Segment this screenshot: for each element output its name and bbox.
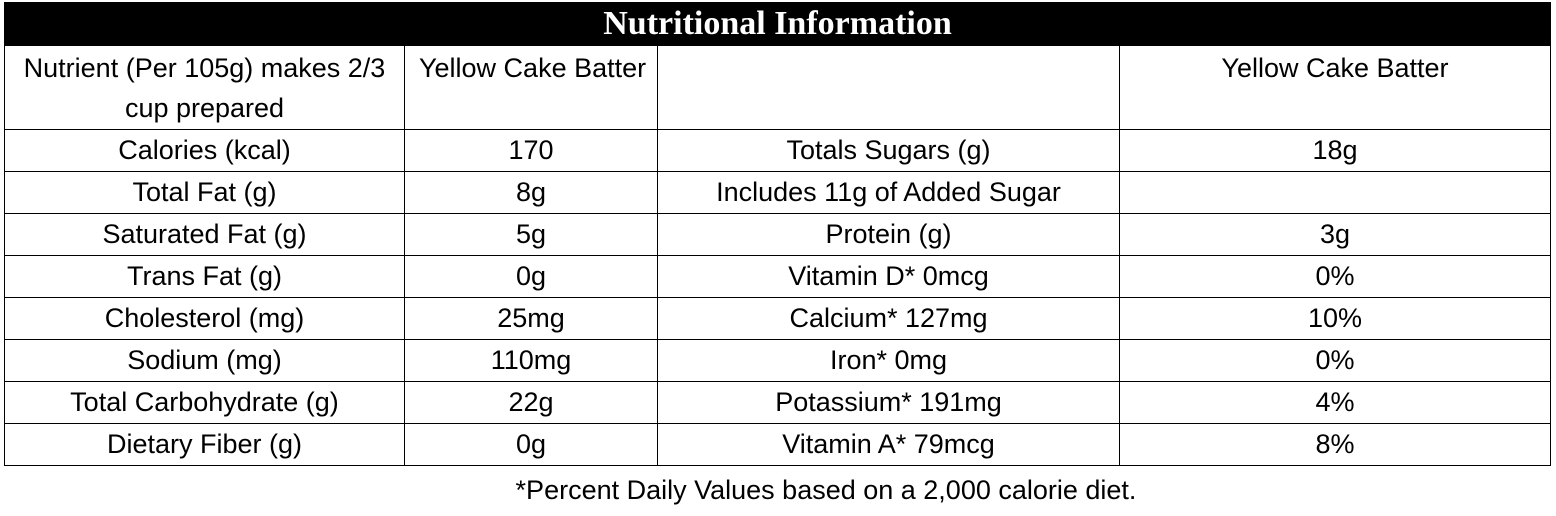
right-nutrient-cell: Iron* 0mg <box>657 339 1120 382</box>
header-product-left: Yellow Cake Batter <box>404 45 658 130</box>
table-row: Total Carbohydrate (g) 22g Potassium* 191m… <box>4 381 1551 424</box>
nutrition-table: Nutritional Information Nutrient (Per 10… <box>4 2 1551 466</box>
right-nutrient-cell: Vitamin D* 0mcg <box>657 255 1120 298</box>
table-title: Nutritional Information <box>4 2 1551 46</box>
right-value-cell: 3g <box>1119 213 1551 256</box>
right-nutrient-cell: Totals Sugars (g) <box>657 129 1120 172</box>
left-value-cell: 110mg <box>404 339 658 382</box>
table-row: Total Fat (g) 8g Includes 11g of Added Sug… <box>4 171 1551 214</box>
daily-values-footnote: *Percent Daily Values based on a 2,000 c… <box>515 475 1137 505</box>
right-value-cell: 0% <box>1119 255 1551 298</box>
table-row: Trans Fat (g) 0g Vitamin D* 0mcg 0% <box>4 255 1551 298</box>
left-value-cell: 0g <box>404 255 658 298</box>
table-row: Dietary Fiber (g) 0g Vitamin A* 79mcg 8% <box>4 423 1551 466</box>
right-value-cell <box>1119 171 1551 214</box>
left-value-cell: 22g <box>404 381 658 424</box>
left-value-cell: 8g <box>404 171 658 214</box>
header-blank-cell <box>657 45 1120 130</box>
right-nutrient-cell: Vitamin A* 79mcg <box>657 423 1120 466</box>
left-nutrient-cell: Dietary Fiber (g) <box>4 423 405 466</box>
table-row: Sodium (mg) 110mg Iron* 0mg 0% <box>4 339 1551 382</box>
left-nutrient-cell: Sodium (mg) <box>4 339 405 382</box>
left-nutrient-cell: Saturated Fat (g) <box>4 213 405 256</box>
right-nutrient-cell: Includes 11g of Added Sugar <box>657 171 1120 214</box>
table-row: Saturated Fat (g) 5g Protein (g) 3g <box>4 213 1551 256</box>
left-nutrient-cell: Cholesterol (mg) <box>4 297 405 340</box>
left-nutrient-cell: Trans Fat (g) <box>4 255 405 298</box>
header-nutrient-label: Nutrient (Per 105g) makes 2/3 cup prepar… <box>4 45 405 130</box>
right-nutrient-cell: Protein (g) <box>657 213 1120 256</box>
table-row: Calories (kcal) 170 Totals Sugars (g) 18g <box>4 129 1551 172</box>
right-value-cell: 0% <box>1119 339 1551 382</box>
right-nutrient-cell: Potassium* 191mg <box>657 381 1120 424</box>
right-value-cell: 4% <box>1119 381 1551 424</box>
left-value-cell: 170 <box>404 129 658 172</box>
left-value-cell: 25mg <box>404 297 658 340</box>
left-value-cell: 0g <box>404 423 658 466</box>
right-value-cell: 8% <box>1119 423 1551 466</box>
left-nutrient-cell: Total Carbohydrate (g) <box>4 381 405 424</box>
header-product-right: Yellow Cake Batter <box>1119 45 1551 130</box>
left-value-cell: 5g <box>404 213 658 256</box>
table-row: Cholesterol (mg) 25mg Calcium* 127mg 10% <box>4 297 1551 340</box>
left-nutrient-cell: Total Fat (g) <box>4 171 405 214</box>
right-nutrient-cell: Calcium* 127mg <box>657 297 1120 340</box>
title-row: Nutritional Information <box>4 2 1551 46</box>
right-value-cell: 18g <box>1119 129 1551 172</box>
column-header-row: Nutrient (Per 105g) makes 2/3 cup prepar… <box>4 45 1551 130</box>
right-value-cell: 10% <box>1119 297 1551 340</box>
nutrition-table-container: Nutritional Information Nutrient (Per 10… <box>4 2 1551 466</box>
left-nutrient-cell: Calories (kcal) <box>4 129 405 172</box>
